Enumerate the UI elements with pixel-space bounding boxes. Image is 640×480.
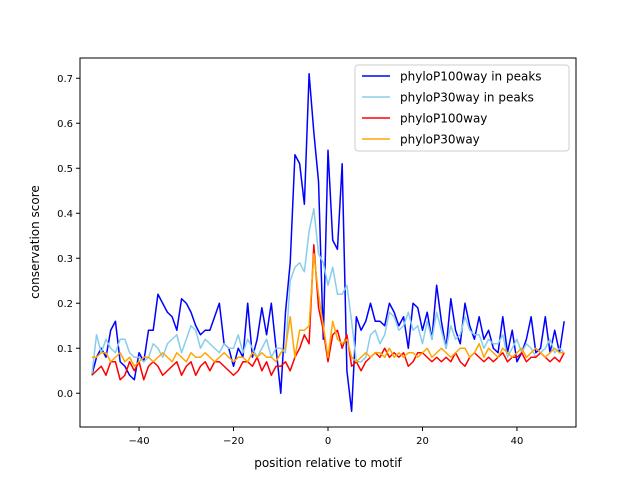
y-tick-label: 0.0 [57,389,73,400]
y-tick-label: 0.7 [57,74,73,85]
y-tick-label: 0.5 [57,164,73,175]
y-axis-label: conservation score [28,185,42,299]
y-tick-label: 0.2 [57,299,73,310]
legend-entry-3: phyloP100way [400,112,487,126]
x-axis-ticks: −40 −20 0 20 40 [128,427,523,447]
x-tick-label: −20 [223,436,244,447]
series-line-4 [91,253,565,367]
legend-entry-4: phyloP30way [400,133,480,147]
x-tick-label: 20 [416,436,429,447]
y-axis-ticks: 0.0 0.1 0.2 0.3 0.4 0.5 0.6 0.7 [57,74,80,400]
series-line-1 [91,73,565,412]
y-tick-label: 0.6 [57,119,73,130]
x-tick-label: 0 [325,436,331,447]
series-line-3 [91,244,565,381]
legend-entry-1: phyloP100way in peaks [400,70,542,84]
legend: phyloP100way in peaks phyloP30way in peak… [354,64,570,152]
series-line-2 [91,208,565,376]
legend-box [354,64,570,152]
x-tick-label: −40 [128,436,149,447]
series-layer [91,73,565,412]
legend-entry-2: phyloP30way in peaks [400,91,534,105]
y-tick-label: 0.3 [57,254,73,265]
y-tick-label: 0.1 [57,344,73,355]
x-tick-label: 40 [511,436,524,447]
x-axis-label: position relative to motif [254,456,402,470]
y-tick-label: 0.4 [57,209,73,220]
